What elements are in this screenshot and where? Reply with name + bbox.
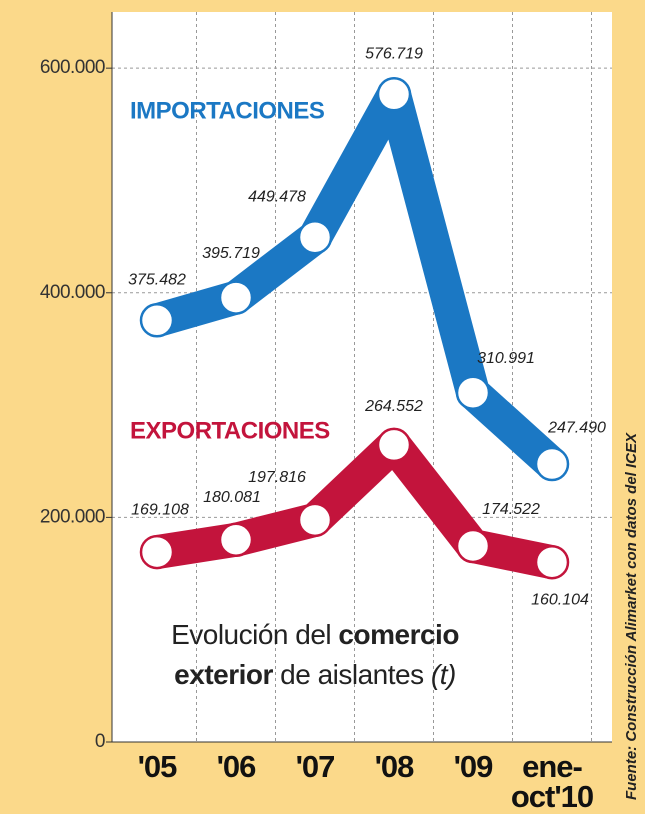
y-tick-label: 400.000 [40, 282, 105, 303]
y-tick-label: 600.000 [40, 57, 105, 78]
point [297, 502, 333, 538]
point [376, 77, 412, 112]
point [218, 522, 254, 558]
annotation-text: Evolución del [171, 619, 339, 650]
source: Fuente: Construcción Alimarket con datos… [623, 432, 640, 800]
data-label: 449.478 [248, 188, 306, 205]
y-tick-label: 200.000 [40, 506, 105, 527]
x-tick-label: '07 [295, 749, 336, 784]
point [455, 528, 491, 564]
point [534, 446, 570, 482]
annotation-line: Evolución del comercio [120, 615, 510, 655]
annotation-line: exterior de aislantes (t) [120, 655, 510, 695]
data-label: 247.490 [547, 419, 606, 436]
data-label: 264.552 [364, 398, 423, 415]
annotation: Evolución del comercio exterior de aisla… [120, 615, 510, 695]
data-label: 180.081 [203, 489, 261, 506]
point [139, 303, 175, 338]
data-label: 310.991 [477, 350, 535, 367]
x-tick-label: '09 [453, 749, 494, 784]
x-tick-label: '05 [137, 749, 178, 784]
point [218, 280, 254, 315]
x-tick-label: ene-oct'10 [510, 749, 594, 814]
data-label: 576.719 [365, 46, 423, 63]
data-label: 197.816 [248, 469, 306, 486]
annotation-bold: exterior [174, 659, 273, 690]
annotation-italic: (t) [430, 659, 456, 690]
series-name: EXPORTACIONES [130, 417, 330, 444]
point [297, 219, 333, 255]
x-tick-label: '08 [374, 749, 415, 784]
point [534, 544, 570, 580]
data-label: 375.482 [128, 272, 186, 289]
data-label: 160.104 [531, 591, 589, 608]
point [455, 375, 491, 410]
annotation-bold: comercio [338, 619, 459, 650]
annotation-text: de aislantes [272, 659, 431, 690]
data-label: 395.719 [202, 245, 260, 262]
y-tick-label: 0 [95, 731, 105, 752]
point [139, 534, 175, 570]
data-label: 169.108 [131, 501, 189, 518]
data-label: 174.522 [482, 501, 540, 518]
x-tick-label: '06 [216, 749, 257, 784]
series-name: IMPORTACIONES [130, 97, 325, 124]
point [376, 427, 412, 463]
